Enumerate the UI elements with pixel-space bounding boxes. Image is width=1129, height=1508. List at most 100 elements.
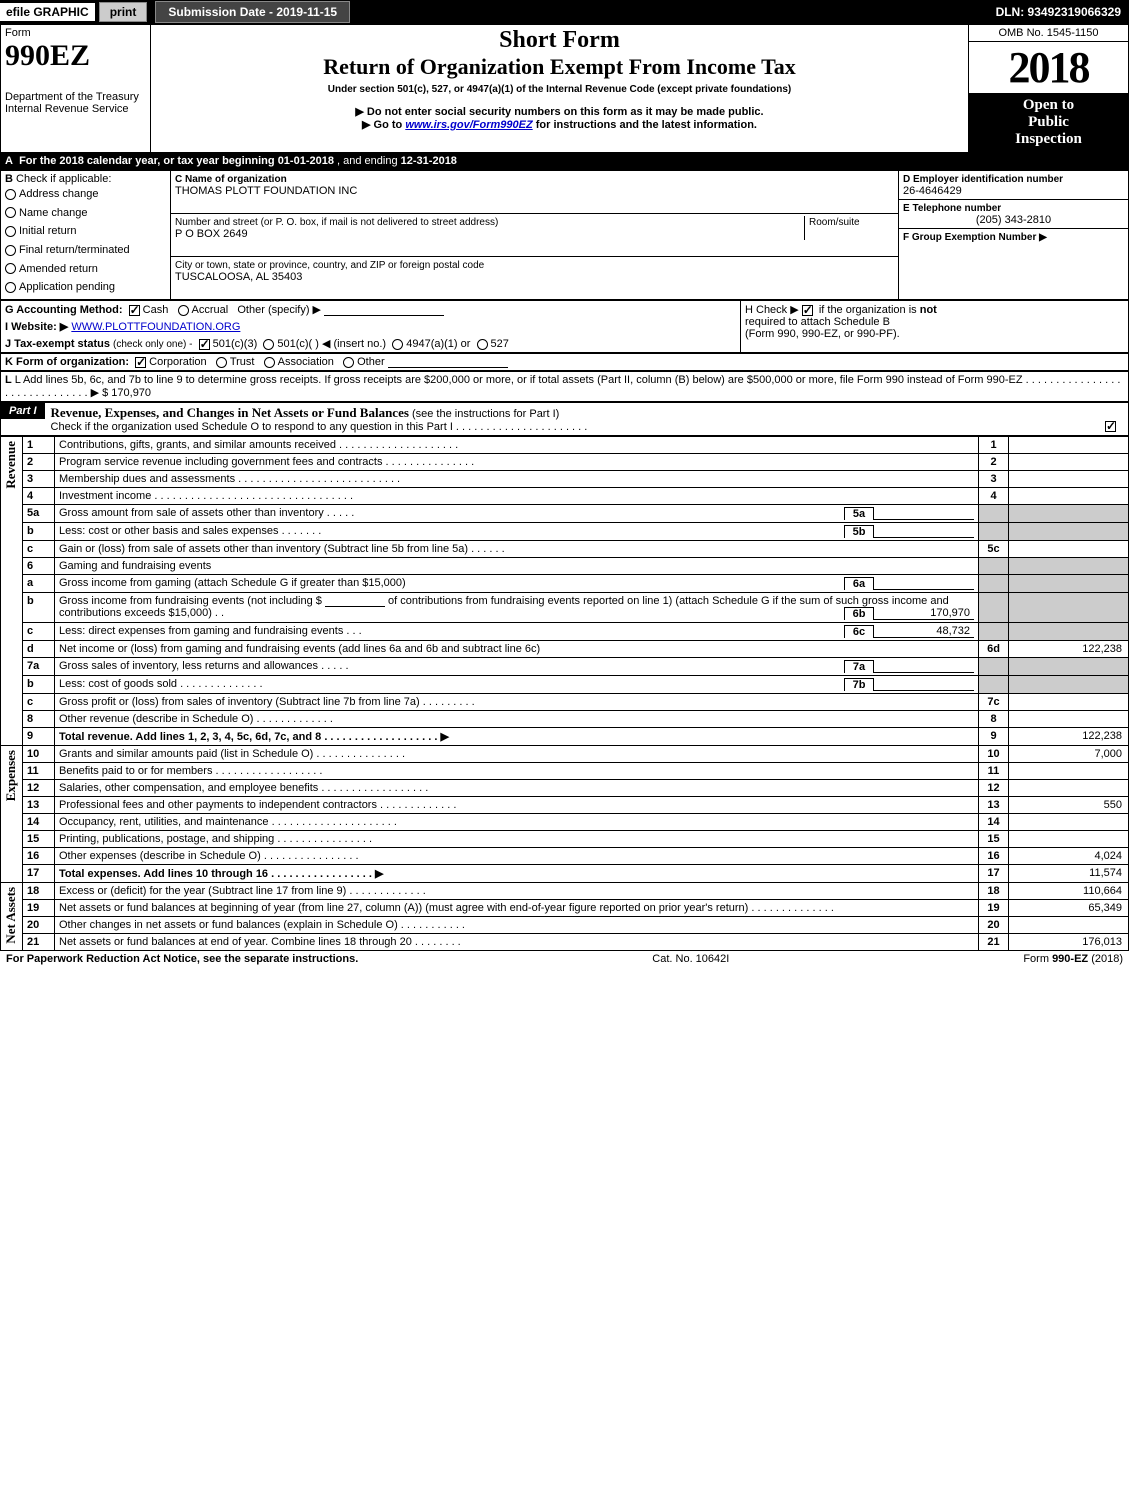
ln-6c-t: Less: direct expenses from gaming and fu… xyxy=(59,625,362,637)
form-word: Form xyxy=(5,27,146,39)
line-a-end: 12-31-2018 xyxy=(401,155,457,167)
ln-7b-t: Less: cost of goods sold . . . . . . . .… xyxy=(59,678,263,690)
tax-year: 2018 xyxy=(969,42,1128,93)
line-j-note: (check only one) - xyxy=(113,339,192,350)
opt-501c3: 501(c)(3) xyxy=(213,338,258,350)
chk-initial-return[interactable] xyxy=(5,226,16,237)
ln-6a-rn xyxy=(979,575,1009,593)
ln-6d-v: 122,238 xyxy=(1009,641,1129,658)
ln-3-n: 3 xyxy=(23,471,55,488)
efile-label: efile GRAPHIC xyxy=(0,3,95,21)
addr-label: Number and street (or P. O. box, if mail… xyxy=(175,217,498,228)
ln-11-t: Benefits paid to or for members . . . . … xyxy=(55,763,979,780)
opt-initial-return: Initial return xyxy=(19,225,76,237)
ln-6b-blank[interactable] xyxy=(325,595,385,607)
ln-18-v: 110,664 xyxy=(1009,883,1129,900)
open-line3: Inspection xyxy=(1015,131,1082,147)
ln-20-rn: 20 xyxy=(979,917,1009,934)
ln-5b-v xyxy=(1009,523,1129,541)
ln-5c-n: c xyxy=(23,541,55,558)
ein-value: 26-4646429 xyxy=(903,185,962,197)
ln-17-n: 17 xyxy=(23,865,55,883)
ln-2-t: Program service revenue including govern… xyxy=(55,454,979,471)
ln-15-n: 15 xyxy=(23,831,55,848)
chk-sched-o-p1[interactable] xyxy=(1105,421,1116,432)
ln-18-t: Excess or (deficit) for the year (Subtra… xyxy=(55,883,979,900)
chk-accrual[interactable] xyxy=(178,305,189,316)
chk-501c[interactable] xyxy=(263,339,274,350)
chk-address-change[interactable] xyxy=(5,189,16,200)
opt-amended: Amended return xyxy=(19,263,98,275)
chk-trust[interactable] xyxy=(216,357,227,368)
ln-15-v xyxy=(1009,831,1129,848)
chk-amended[interactable] xyxy=(5,263,16,274)
ln-6a-n: a xyxy=(23,575,55,593)
ln-13-rn: 13 xyxy=(979,797,1009,814)
chk-cash[interactable] xyxy=(129,305,140,316)
chk-sched-b[interactable] xyxy=(802,305,813,316)
header-block: Form 990EZ Department of the Treasury In… xyxy=(0,24,1129,153)
ln-21-t: Net assets or fund balances at end of ye… xyxy=(55,934,979,951)
ln-5b-n: b xyxy=(23,523,55,541)
irs-link[interactable]: www.irs.gov/Form990EZ xyxy=(405,119,532,131)
line-h-l3: (Form 990, 990-EZ, or 990-PF). xyxy=(745,328,900,340)
line-a: A For the 2018 calendar year, or tax yea… xyxy=(1,153,1129,170)
ln-18-n: 18 xyxy=(23,883,55,900)
other-method-input[interactable] xyxy=(324,304,444,316)
ln-2-v xyxy=(1009,454,1129,471)
chk-other-org[interactable] xyxy=(343,357,354,368)
dept-label: Department of the Treasury xyxy=(5,91,146,103)
form-number: 990EZ xyxy=(5,39,146,73)
ln-7a-v xyxy=(1009,658,1129,676)
ln-7a-box: 7a xyxy=(844,660,874,673)
ln-6-t: Gaming and fundraising events xyxy=(55,558,979,575)
ln-8-t: Other revenue (describe in Schedule O) .… xyxy=(55,711,979,728)
ln-18-rn: 18 xyxy=(979,883,1009,900)
ln-7b-bv xyxy=(874,690,974,691)
chk-name-change[interactable] xyxy=(5,207,16,218)
chk-final-return[interactable] xyxy=(5,245,16,256)
ln-9-n: 9 xyxy=(23,728,55,746)
ln-6b-v xyxy=(1009,593,1129,623)
ln-7b-v xyxy=(1009,676,1129,694)
top-bar: efile GRAPHIC print Submission Date - 20… xyxy=(0,0,1129,24)
chk-corp[interactable] xyxy=(135,357,146,368)
ln-14-n: 14 xyxy=(23,814,55,831)
ln-9-v: 122,238 xyxy=(1009,728,1129,746)
ln-19-n: 19 xyxy=(23,900,55,917)
line-i-label: I Website: ▶ xyxy=(5,321,68,333)
ln-6-rn xyxy=(979,558,1009,575)
chk-app-pending[interactable] xyxy=(5,282,16,293)
ln-13-t: Professional fees and other payments to … xyxy=(55,797,979,814)
ln-10-rn: 10 xyxy=(979,746,1009,763)
ln-5a-box: 5a xyxy=(844,507,874,520)
print-button[interactable]: print xyxy=(99,2,148,22)
ln-6b-t1: Gross income from fundraising events (no… xyxy=(59,595,325,607)
chk-4947[interactable] xyxy=(392,339,403,350)
entity-block: B Check if applicable: Address change Na… xyxy=(0,170,1129,300)
ln-20-n: 20 xyxy=(23,917,55,934)
other-org-input[interactable] xyxy=(388,356,508,368)
ln-8-v xyxy=(1009,711,1129,728)
ln-4-n: 4 xyxy=(23,488,55,505)
ssn-warning: ▶ Do not enter social security numbers o… xyxy=(155,105,964,118)
open-to-public: Open to Public Inspection xyxy=(969,93,1128,152)
ln-16-n: 16 xyxy=(23,848,55,865)
line-a-mid: , and ending xyxy=(337,155,401,167)
chk-assoc[interactable] xyxy=(264,357,275,368)
website-link[interactable]: WWW.PLOTTFOUNDATION.ORG xyxy=(71,321,240,333)
chk-501c3[interactable] xyxy=(199,339,210,350)
ln-7a-bv xyxy=(874,672,974,673)
opt-4947: 4947(a)(1) or xyxy=(406,338,470,350)
line-h-not: not xyxy=(920,304,937,316)
chk-527[interactable] xyxy=(477,339,488,350)
ln-8-rn: 8 xyxy=(979,711,1009,728)
ln-19-t: Net assets or fund balances at beginning… xyxy=(55,900,979,917)
ln-6a-bv xyxy=(874,589,974,590)
page-footer: For Paperwork Reduction Act Notice, see … xyxy=(0,951,1129,967)
line-k-label: K Form of organization: xyxy=(5,356,129,368)
ln-6c-n: c xyxy=(23,623,55,641)
ln-6b-box: 6b xyxy=(844,607,874,620)
ln-6d-n: d xyxy=(23,641,55,658)
city-label: City or town, state or province, country… xyxy=(175,260,484,271)
